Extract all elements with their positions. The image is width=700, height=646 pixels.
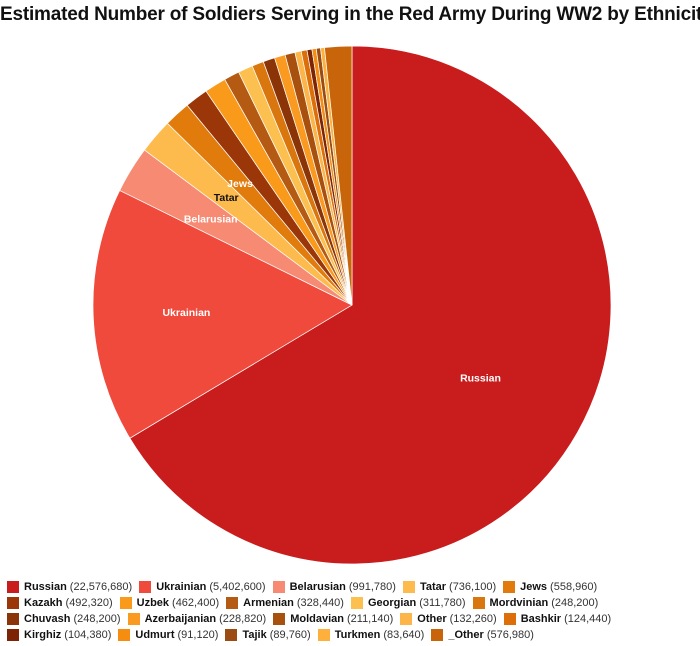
legend-swatch: [118, 629, 131, 641]
legend-label: Georgian: [367, 597, 417, 609]
legend-swatch: [472, 597, 485, 609]
legend-item-tatar: Tatar (736,100): [402, 580, 497, 594]
legend-item-georgian: Georgian (311,780): [350, 596, 466, 610]
legend-value: (248,200): [73, 613, 121, 625]
legend-value: (576,980): [486, 629, 534, 641]
legend: Russian (22,576,680) Ukrainian (5,402,600) B…: [7, 580, 697, 642]
legend-label: Tajik: [242, 629, 267, 641]
legend-value: (328,440): [296, 597, 344, 609]
legend-value: (462,400): [172, 597, 220, 609]
legend-swatch: [7, 597, 19, 609]
legend-swatch: [119, 597, 132, 609]
legend-item-kazakh: Kazakh (492,320): [7, 596, 113, 610]
legend-swatch: [226, 597, 239, 609]
legend-item-other: _Other (576,980): [431, 628, 534, 642]
legend-swatch: [139, 581, 152, 593]
legend-item-armenian: Armenian (328,440): [226, 596, 344, 610]
legend-item-udmurt: Udmurt (91,120): [118, 628, 218, 642]
legend-value: (248,200): [551, 597, 599, 609]
legend-swatch: [503, 613, 516, 625]
legend-item-bashkir: Bashkir (124,440): [503, 612, 612, 626]
legend-swatch: [7, 581, 19, 593]
legend-item-kirghiz: Kirghiz (104,380): [7, 628, 111, 642]
chart-title: Estimated Number of Soldiers Serving in …: [0, 4, 700, 25]
legend-value: (5,402,600): [209, 581, 266, 593]
legend-item-azerbaijanian: Azerbaijanian (228,820): [127, 612, 267, 626]
pie-slice-other: [324, 45, 353, 306]
legend-value: (991,780): [348, 581, 396, 593]
legend-value: (492,320): [65, 597, 113, 609]
legend-label: Tatar: [419, 581, 447, 593]
legend-item-mordvinian: Mordvinian (248,200): [472, 596, 599, 610]
legend-label: Azerbaijanian: [144, 613, 217, 625]
pie-labels: Russian Ukrainian Belarusian Tatar Jews: [162, 178, 500, 385]
legend-label: Russian: [24, 581, 67, 593]
legend-value: (736,100): [449, 581, 497, 593]
legend-value: (83,640): [383, 629, 425, 641]
legend-label: Jews: [520, 581, 548, 593]
legend-value: (558,960): [550, 581, 598, 593]
legend-label: Uzbek: [136, 597, 170, 609]
legend-label: _Other: [448, 629, 484, 641]
legend-swatch: [400, 613, 413, 625]
legend-swatch: [503, 581, 516, 593]
slice-label-jews: Jews: [227, 178, 253, 190]
legend-item-turkmen: Turkmen (83,640): [317, 628, 425, 642]
legend-value: (91,120): [177, 629, 219, 641]
legend-label: Kirghiz: [24, 629, 62, 641]
legend-label: Moldavian: [290, 613, 344, 625]
legend-value: (311,780): [419, 597, 466, 609]
legend-swatch: [225, 629, 238, 641]
legend-label: Kazakh: [24, 597, 63, 609]
pie-chart: Russian Ukrainian Belarusian Tatar Jews: [92, 45, 612, 565]
legend-label: Chuvash: [24, 613, 71, 625]
legend-swatch: [7, 613, 19, 625]
legend-label: Belarusian: [289, 581, 346, 593]
legend-value: (89,760): [269, 629, 311, 641]
slice-label-russian: Russian: [460, 373, 501, 385]
legend-swatch: [431, 629, 444, 641]
legend-swatch: [317, 629, 330, 641]
legend-item-belarusian: Belarusian (991,780): [272, 580, 396, 594]
legend-item-ukrainian: Ukrainian (5,402,600): [139, 580, 266, 594]
slice-label-ukrainian: Ukrainian: [162, 307, 210, 319]
legend-swatch: [272, 581, 285, 593]
legend-item-russian: Russian (22,576,680): [7, 580, 132, 594]
legend-item-jews: Jews (558,960): [503, 580, 597, 594]
legend-swatch: [7, 629, 19, 641]
legend-swatch: [402, 581, 415, 593]
legend-item-tajik: Tajik (89,760): [225, 628, 311, 642]
pie-slice-ukrainian: [92, 189, 353, 439]
legend-item-other: Other (132,260): [400, 612, 497, 626]
legend-label: Udmurt: [135, 629, 175, 641]
legend-item-moldavian: Moldavian (211,140): [273, 612, 393, 626]
legend-label: Mordvinian: [489, 597, 549, 609]
legend-swatch: [273, 613, 286, 625]
legend-item-uzbek: Uzbek (462,400): [119, 596, 220, 610]
legend-swatch: [127, 613, 140, 625]
legend-swatch: [350, 597, 363, 609]
legend-value: (22,576,680): [69, 581, 133, 593]
legend-label: Ukrainian: [156, 581, 207, 593]
legend-value: (211,140): [346, 613, 394, 625]
legend-label: Armenian: [243, 597, 294, 609]
legend-value: (124,440): [564, 613, 612, 625]
pie-slice-russian: [129, 45, 612, 565]
legend-label: Other: [417, 613, 447, 625]
slice-label-belarusian: Belarusian: [184, 213, 238, 225]
legend-value: (228,820): [219, 613, 267, 625]
legend-item-chuvash: Chuvash (248,200): [7, 612, 121, 626]
legend-value: (132,260): [449, 613, 497, 625]
legend-value: (104,380): [64, 629, 112, 641]
legend-label: Turkmen: [334, 629, 381, 641]
slice-label-tatar: Tatar: [214, 192, 239, 204]
legend-label: Bashkir: [520, 613, 562, 625]
pie-slices: [92, 45, 612, 565]
